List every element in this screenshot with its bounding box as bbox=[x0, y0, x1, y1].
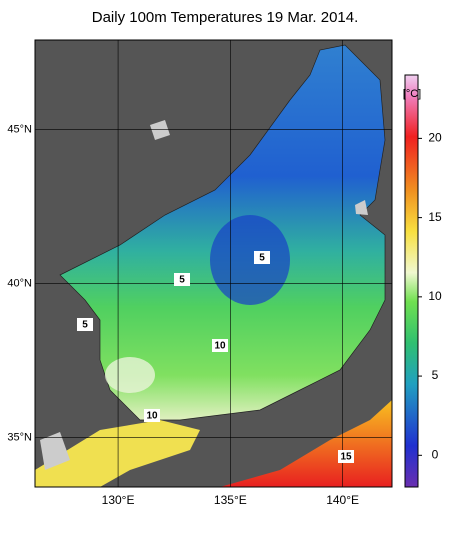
colorbar-tick-label: 10 bbox=[428, 289, 442, 303]
contour-label: 10 bbox=[214, 341, 226, 352]
lat-label: 45°N bbox=[7, 123, 32, 135]
colorbar-tick-label: 0 bbox=[432, 447, 439, 461]
contour-label-box bbox=[212, 339, 228, 352]
lon-label: 135°E bbox=[214, 493, 247, 507]
colorbar-tick-label: 5 bbox=[432, 368, 439, 382]
contour-label: 5 bbox=[259, 253, 265, 264]
contour-label-box bbox=[338, 450, 354, 463]
map-frame bbox=[34, 39, 393, 488]
contour-label: 5 bbox=[179, 275, 185, 286]
lon-label: 130°E bbox=[102, 493, 135, 507]
contour-label-box bbox=[144, 409, 160, 422]
cold-core bbox=[210, 215, 290, 305]
contour-label-box bbox=[174, 273, 190, 286]
colorbar bbox=[404, 74, 419, 488]
colorbar-label: [°C] bbox=[403, 88, 421, 100]
pacific bbox=[220, 400, 392, 487]
title: Daily 100m Temperatures 19 Mar. 2014. bbox=[92, 9, 359, 26]
east-china-sea bbox=[35, 420, 200, 487]
lat-label: 40°N bbox=[7, 277, 32, 289]
contour-label: 5 bbox=[82, 320, 88, 331]
contour-label: 15 bbox=[340, 452, 352, 463]
lat-label: 35°N bbox=[7, 432, 32, 444]
colorbar-tick-label: 15 bbox=[428, 210, 442, 224]
lon-label: 140°E bbox=[326, 493, 359, 507]
map bbox=[34, 39, 393, 488]
contour-label-box bbox=[77, 318, 93, 331]
colorbar-tick-label: 20 bbox=[428, 131, 442, 145]
contour-label-box bbox=[254, 251, 270, 264]
contour-label: 10 bbox=[146, 411, 158, 422]
warm-patch bbox=[105, 357, 155, 393]
